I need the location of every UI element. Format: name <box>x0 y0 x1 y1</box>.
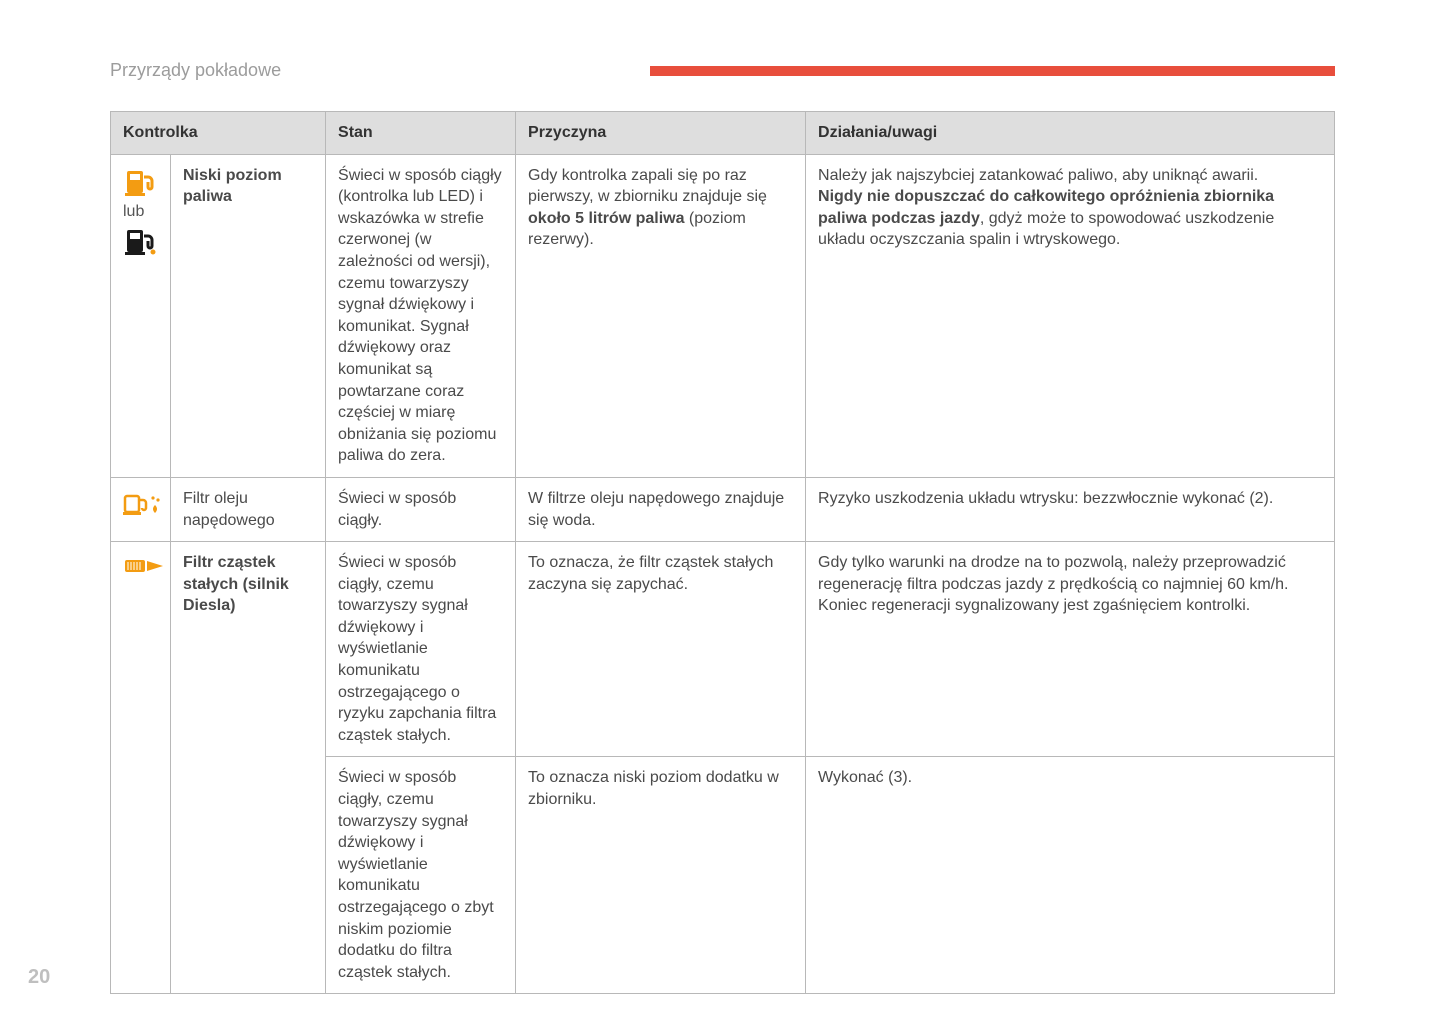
col-kontrolka: Kontrolka <box>111 112 326 155</box>
col-przyczyna: Przyczyna <box>516 112 806 155</box>
cause-cell: To oznacza, że filtr cząstek stałych zac… <box>516 542 806 757</box>
action-cell: Należy jak najszybciej zatankować paliwo… <box>806 154 1335 477</box>
cause-cell: W filtrze oleju napędowego znajduje się … <box>516 477 806 541</box>
page-header: Przyrządy pokładowe <box>110 60 1335 81</box>
page-number: 20 <box>28 966 50 989</box>
col-stan: Stan <box>326 112 516 155</box>
state-cell: Świeci w sposób ciągły, czemu towarzyszy… <box>326 757 516 994</box>
table-row: lub Niski poziom paliwa Świeci w sposób … <box>111 154 1335 477</box>
table-row: Filtr cząstek stałych (silnik Diesla) Św… <box>111 542 1335 757</box>
fuel-pump-alt-icon <box>124 226 158 256</box>
col-dzialania: Działania/uwagi <box>806 112 1335 155</box>
accent-bar <box>650 66 1335 76</box>
action-cell: Wykonać (3). <box>806 757 1335 994</box>
state-cell: Świeci w sposób ciągły, czemu towarzyszy… <box>326 542 516 757</box>
table-header-row: Kontrolka Stan Przyczyna Działania/uwagi <box>111 112 1335 155</box>
indicator-name: Niski poziom paliwa <box>171 154 326 477</box>
icon-cell <box>111 542 171 994</box>
state-cell: Świeci w sposób ciągły (kontrolka lub LE… <box>326 154 516 477</box>
action-cell: Gdy tylko warunki na drodze na to pozwol… <box>806 542 1335 757</box>
indicator-name: Filtr cząstek stałych (silnik Diesla) <box>171 542 326 994</box>
icon-separator-label: lub <box>123 201 158 223</box>
indicator-name: Filtr oleju napędowego <box>171 477 326 541</box>
table-row: Filtr oleju napędowego Świeci w sposób c… <box>111 477 1335 541</box>
cause-cell: To oznacza niski poziom dodatku w zbiorn… <box>516 757 806 994</box>
warning-lights-table: Kontrolka Stan Przyczyna Działania/uwagi… <box>110 111 1335 994</box>
icon-cell: lub <box>111 154 171 477</box>
section-title: Przyrządy pokładowe <box>110 60 650 81</box>
action-cell: Ryzyko uszkodzenia układu wtrysku: bezzw… <box>806 477 1335 541</box>
fuel-filter-icon <box>123 490 163 518</box>
fuel-pump-icon <box>124 167 158 197</box>
icon-cell <box>111 477 171 541</box>
dpf-icon <box>123 554 165 578</box>
state-cell: Świeci w sposób ciągły. <box>326 477 516 541</box>
cause-cell: Gdy kontrolka zapali się po raz pierwszy… <box>516 154 806 477</box>
